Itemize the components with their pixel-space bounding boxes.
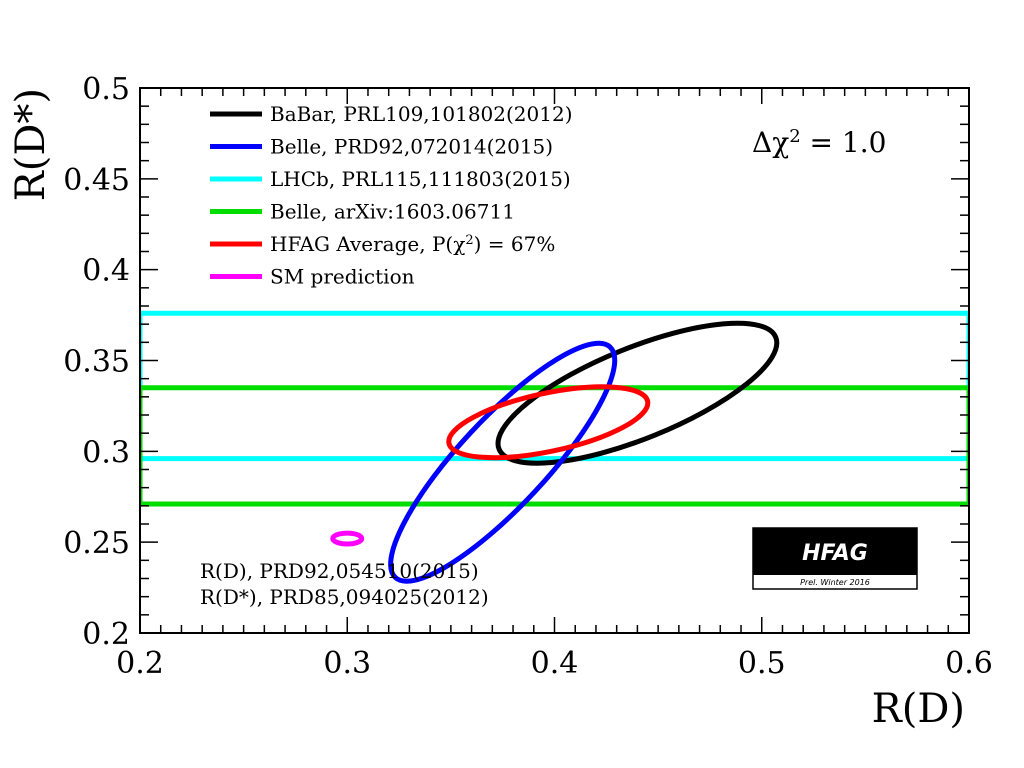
legend-label: Belle, arXiv:1603.06711 — [270, 200, 515, 224]
contour-1 — [388, 340, 618, 584]
legend-label-sup: 2 — [465, 233, 473, 248]
legend-entry: Belle, PRD92,072014(2015) — [270, 135, 553, 159]
delta-chi2-annotation: Δχ2 = 1.0 — [752, 126, 886, 160]
y-tick-label: 0.2 — [82, 617, 130, 652]
y-axis-title: R(D*) — [8, 88, 54, 201]
x-axis-title: R(D) — [872, 686, 965, 732]
contour-0 — [495, 320, 780, 466]
band-layer — [140, 310, 969, 507]
legend-label: HFAG Average, P(χ — [270, 232, 465, 256]
y-tick-label: 0.5 — [82, 72, 130, 107]
legend: BaBar, PRL109,101802(2012) Belle, PRD92,0… — [210, 102, 573, 289]
legend-entry: SM prediction — [270, 265, 415, 289]
legend-label-suffix: ) = 67% — [474, 232, 556, 256]
x-tick-label: 0.3 — [323, 646, 371, 681]
sm-ref-rd: R(D), PRD92,054510(2015) — [200, 559, 479, 583]
contour-5 — [330, 530, 365, 547]
band-3 — [140, 385, 969, 507]
legend-entry: HFAG Average, P(χ2) = 67% — [270, 232, 555, 256]
legend-label: SM prediction — [270, 265, 415, 289]
legend-label: Belle, PRD92,072014(2015) — [270, 135, 553, 159]
y-tick-label: 0.25 — [63, 526, 130, 561]
y-tick-label: 0.45 — [63, 163, 130, 198]
logo-subtitle: Prel. Winter 2016 — [800, 578, 870, 587]
logo-banner — [753, 528, 917, 575]
contour-4 — [446, 384, 651, 461]
hfag-logo: HFAG Prel. Winter 2016 — [752, 527, 918, 590]
legend-label: LHCb, PRL115,111803(2015) — [270, 167, 571, 191]
x-tick-label: 0.4 — [531, 646, 579, 681]
sm-ref-rdstar: R(D*), PRD85,094025(2012) — [200, 585, 489, 609]
logo-title: HFAG — [802, 541, 868, 566]
x-tick-label: 0.6 — [945, 646, 993, 681]
x-tick-label: 0.2 — [116, 646, 164, 681]
legend-entry: LHCb, PRL115,111803(2015) — [270, 167, 571, 191]
y-tick-label: 0.4 — [82, 254, 130, 289]
legend-label: BaBar, PRL109,101802(2012) — [270, 102, 573, 126]
ellipse-layer — [330, 320, 780, 584]
legend-entry: BaBar, PRL109,101802(2012) — [270, 102, 573, 126]
x-tick-label: 0.5 — [738, 646, 786, 681]
y-tick-label: 0.35 — [63, 345, 130, 380]
tick-layer: 0.2 0.3 0.4 0.5 0.6 0.2 0.25 0.3 0.35 0.4 0.45 0.5 — [63, 72, 993, 681]
y-tick-label: 0.3 — [82, 435, 130, 470]
legend-entry: Belle, arXiv:1603.06711 — [270, 200, 515, 224]
band-2 — [140, 310, 969, 462]
